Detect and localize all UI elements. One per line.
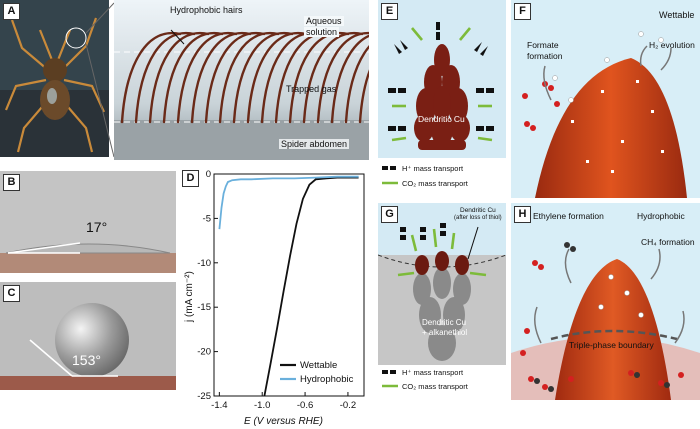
g-note-2: (after loss of thiol) (454, 215, 502, 221)
y-tick-label: -5 (203, 213, 211, 224)
f-title: Wettable (659, 10, 695, 20)
panel-f: F Wettable Formate formation H₂ evolutio… (511, 0, 700, 198)
legend-text-wettable: Wettable (300, 360, 337, 371)
g-legend-co2: CO₂ mass transport (402, 382, 468, 391)
panel-a-label: A (3, 3, 20, 20)
hairs-label: Hydrophobic hairs (170, 5, 243, 15)
y-tick-label: 0 (206, 169, 211, 180)
panel-d-label: D (182, 170, 199, 187)
droplet-wettable (0, 171, 176, 273)
hair-strand (232, 31, 294, 124)
g-note-1: Dendritic Cu (460, 207, 496, 214)
hair-strand (120, 31, 182, 124)
e-dendritic-cu-label: Dendritic Cu (418, 114, 465, 124)
e-legend-h: H⁺ mass transport (402, 164, 464, 173)
hair-strand (330, 34, 369, 124)
g-legend-h: H⁺ mass transport (402, 368, 464, 377)
hair-strand (134, 31, 196, 124)
y-tick-label: -10 (197, 258, 211, 269)
surface-hydrophobic (511, 203, 700, 400)
hair-strand (246, 31, 308, 124)
f-h2-evolution: H₂ evolution (649, 40, 695, 50)
x-tick-label: -1.0 (254, 400, 270, 411)
h-title: Hydrophobic (637, 211, 685, 221)
h-ethylene-label: Ethylene formation (533, 211, 604, 221)
panel-a-zoom: Hydrophobic hairs Aqueous solution Trapp… (114, 0, 369, 160)
g-tip-1: Dendritic Cu (422, 318, 467, 327)
g-tip-2: + alkanethiol (422, 328, 468, 337)
f-formate-2: formation (527, 51, 563, 61)
panel-b: B 17° (0, 171, 176, 273)
y-tick-label: -25 (197, 391, 211, 402)
plot-frame (213, 173, 365, 397)
panel-h: H Ethylene formation Hydrophobic CH₄ for… (511, 203, 700, 400)
x-axis-label: E (V versus RHE) (244, 416, 323, 427)
legend-text-hydrophobic: Hydrophobic (300, 374, 354, 385)
y-tick-label: -15 (197, 302, 211, 313)
h-ch4-label: CH₄ formation (641, 237, 695, 247)
trapped-gas-label: Trapped gas (286, 84, 337, 94)
dendrite-wettable (378, 0, 506, 198)
panel-h-label: H (514, 206, 531, 223)
panel-c: C 153° (0, 282, 176, 390)
e-legend-co2: CO₂ mass transport (402, 179, 468, 188)
panel-d-chart: 0 -5 -10 -15 -20 -25 -1.4 -1.0 -0.6 -0.2 Wettabl… (180, 166, 376, 429)
series-line-hydrophobic (218, 175, 359, 230)
aqueous-label: Aqueous (304, 16, 344, 26)
angle-17: 17° (86, 219, 108, 235)
panel-g-label: G (381, 206, 398, 223)
panel-a-photo: A (0, 0, 109, 157)
panel-b-label: B (3, 174, 20, 191)
hair-strand (344, 44, 369, 124)
panel-g: G Dendritic Cu (after loss of thiol) Den… (378, 203, 506, 400)
h-boundary-label: Triple-phase boundary (569, 340, 654, 350)
hair-strand (162, 31, 224, 124)
x-tick-label: -0.6 (297, 400, 313, 411)
hair-strand (204, 31, 266, 124)
surface-wettable (511, 0, 700, 198)
hair-strand (302, 31, 364, 124)
solution-label: solution (304, 27, 340, 37)
angle-153: 153° (72, 352, 101, 368)
panel-c-label: C (3, 285, 20, 302)
hair-strand (176, 31, 238, 124)
hair-strand (190, 31, 252, 124)
panel-e-label: E (381, 3, 398, 20)
x-tick-label: -0.2 (340, 400, 356, 411)
y-axis-label: j (mA cm⁻²) (184, 271, 195, 323)
droplet-hydrophobic (0, 282, 176, 390)
hair-strand (358, 69, 369, 124)
y-tick-label: -20 (197, 347, 211, 358)
x-tick-label: -1.4 (211, 400, 227, 411)
panel-f-label: F (514, 3, 531, 20)
hair-strand (148, 31, 210, 124)
f-formate-1: Formate (527, 40, 559, 50)
dendrite-hydrophobic (378, 203, 506, 400)
hair-strand (316, 31, 369, 124)
hair-strand (218, 31, 280, 124)
spider-illustration (0, 0, 109, 157)
spider-abdomen-label: Spider abdomen (279, 139, 350, 149)
zoom-connector-lines (85, 2, 115, 158)
hairs-illustration (114, 0, 369, 160)
jv-chart: 0 -5 -10 -15 -20 -25 -1.4 -1.0 -0.6 -0.2 Wettabl… (184, 169, 365, 427)
panel-e: E Dendritic Cu H⁺ mass transport CO₂ mas… (378, 0, 506, 198)
